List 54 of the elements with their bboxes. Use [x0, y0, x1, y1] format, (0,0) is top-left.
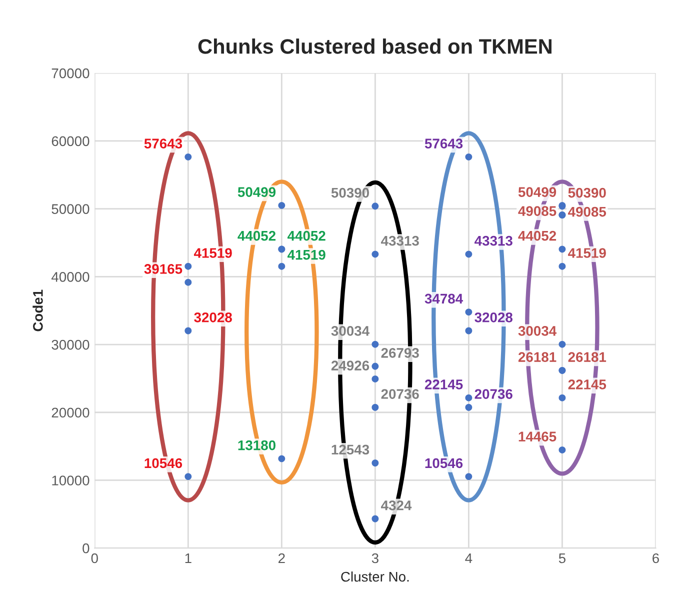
- y-tick-label: 40000: [51, 272, 90, 282]
- data-label: 30034: [518, 326, 557, 336]
- data-label: 26793: [381, 348, 419, 358]
- data-label: 12543: [332, 444, 370, 455]
- data-label: 32028: [194, 312, 232, 322]
- data-label: 44052: [238, 230, 276, 241]
- x-tick-label: 5: [558, 553, 566, 564]
- x-tick-label: 4: [465, 553, 472, 564]
- y-tick-label: 20000: [52, 408, 90, 418]
- x-tick-label: 2: [278, 553, 285, 564]
- data-label: 26181: [568, 352, 606, 362]
- x-axis-title: Cluster No.: [341, 571, 409, 582]
- data-label: 20736: [474, 389, 512, 399]
- y-axis-title: Code1: [32, 290, 43, 332]
- data-label: 41519: [194, 248, 232, 258]
- data-label: 4324: [381, 500, 412, 510]
- y-tick-label: 50000: [52, 204, 90, 214]
- y-tick-label: 10000: [52, 476, 90, 486]
- data-label: 41519: [568, 248, 606, 258]
- data-label: 50499: [238, 187, 276, 197]
- x-tick-label: 0: [91, 553, 98, 564]
- data-label: 39165: [144, 264, 182, 274]
- data-label: 43313: [474, 236, 512, 246]
- x-tick-label: 6: [652, 553, 659, 564]
- data-label: 50390: [331, 188, 370, 198]
- data-label: 50499: [518, 187, 556, 197]
- y-tick-label: 0: [82, 543, 90, 554]
- data-label: 14465: [518, 432, 556, 442]
- data-label: 49085: [568, 206, 606, 217]
- y-tick-label: 30000: [52, 340, 90, 350]
- data-label: 24926: [331, 360, 370, 371]
- data-label: 49085: [518, 206, 556, 216]
- y-tick-label: 60000: [52, 136, 90, 146]
- data-label: 50390: [568, 188, 606, 198]
- x-tick-label: 1: [185, 553, 192, 564]
- data-label: 44052: [287, 230, 326, 241]
- data-label: 10546: [144, 458, 182, 468]
- data-label: 22145: [424, 380, 463, 390]
- x-tick-label: 3: [372, 553, 378, 564]
- data-label: 57643: [424, 138, 463, 149]
- data-label: 22145: [568, 380, 606, 390]
- data-label: 34784: [424, 294, 464, 304]
- data-label: 43313: [381, 236, 419, 246]
- chart-title: Chunks Clustered based on TKMEN: [198, 38, 552, 54]
- y-tick-label: 70000: [52, 68, 90, 78]
- data-label: 41519: [287, 250, 326, 260]
- data-label: 30034: [331, 326, 370, 336]
- data-label: 57643: [144, 138, 182, 149]
- data-label: 13180: [238, 440, 276, 450]
- data-label: 44052: [518, 230, 556, 241]
- data-label: 20736: [381, 389, 419, 399]
- data-label: 32028: [474, 312, 512, 322]
- data-label: 26181: [518, 352, 556, 362]
- data-label: 10546: [425, 458, 463, 468]
